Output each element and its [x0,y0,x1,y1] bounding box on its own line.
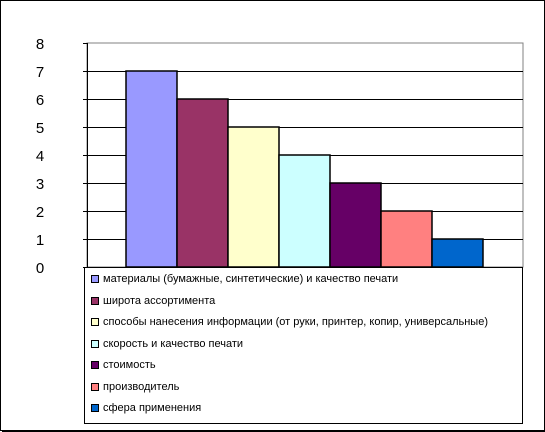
y-tick-label: 5 [36,120,44,137]
bar [329,182,382,268]
y-tick-label: 8 [36,36,44,53]
y-tick-label: 6 [36,92,44,109]
legend-label: стоимость [103,359,156,371]
legend-swatch [91,296,99,305]
y-tick-label: 7 [36,64,44,81]
legend-item: производитель [91,379,179,395]
legend-label: производитель [103,380,180,393]
bar [125,70,178,268]
legend-item: материалы (бумажные, синтетические) и ка… [91,271,398,287]
bar [380,210,433,268]
legend-swatch [91,339,99,348]
legend-swatch [91,404,99,412]
y-tick-label: 1 [36,232,44,249]
y-tick-label: 3 [36,176,44,193]
y-tick-label: 0 [36,260,44,277]
legend-label: способы нанесения информации (от руки, п… [103,316,488,328]
legend-item: способы нанесения информации (от руки, п… [91,314,488,330]
legend-swatch [91,275,99,283]
y-tick-label: 2 [36,204,44,221]
legend-item: широта ассортимента [91,293,215,309]
legend-swatch [91,361,99,369]
bar [431,238,484,268]
legend-label: сфера применения [103,402,202,414]
legend-swatch [91,382,99,391]
legend-item: стоимость [91,357,156,373]
legend-label: материалы (бумажные, синтетические) и ка… [103,273,399,285]
legend-swatch [91,318,99,326]
bar [176,98,229,268]
bar [227,126,280,268]
legend-item: скорость и качество печати [91,336,243,352]
bar [278,154,331,268]
legend-item: сфера применения [91,400,201,416]
legend-label: широта ассортимента [103,294,216,307]
chart-legend: материалы (бумажные, синтетические) и ка… [84,267,523,424]
y-tick-label: 4 [36,148,44,165]
legend-label: скорость и качество печати [103,337,244,350]
